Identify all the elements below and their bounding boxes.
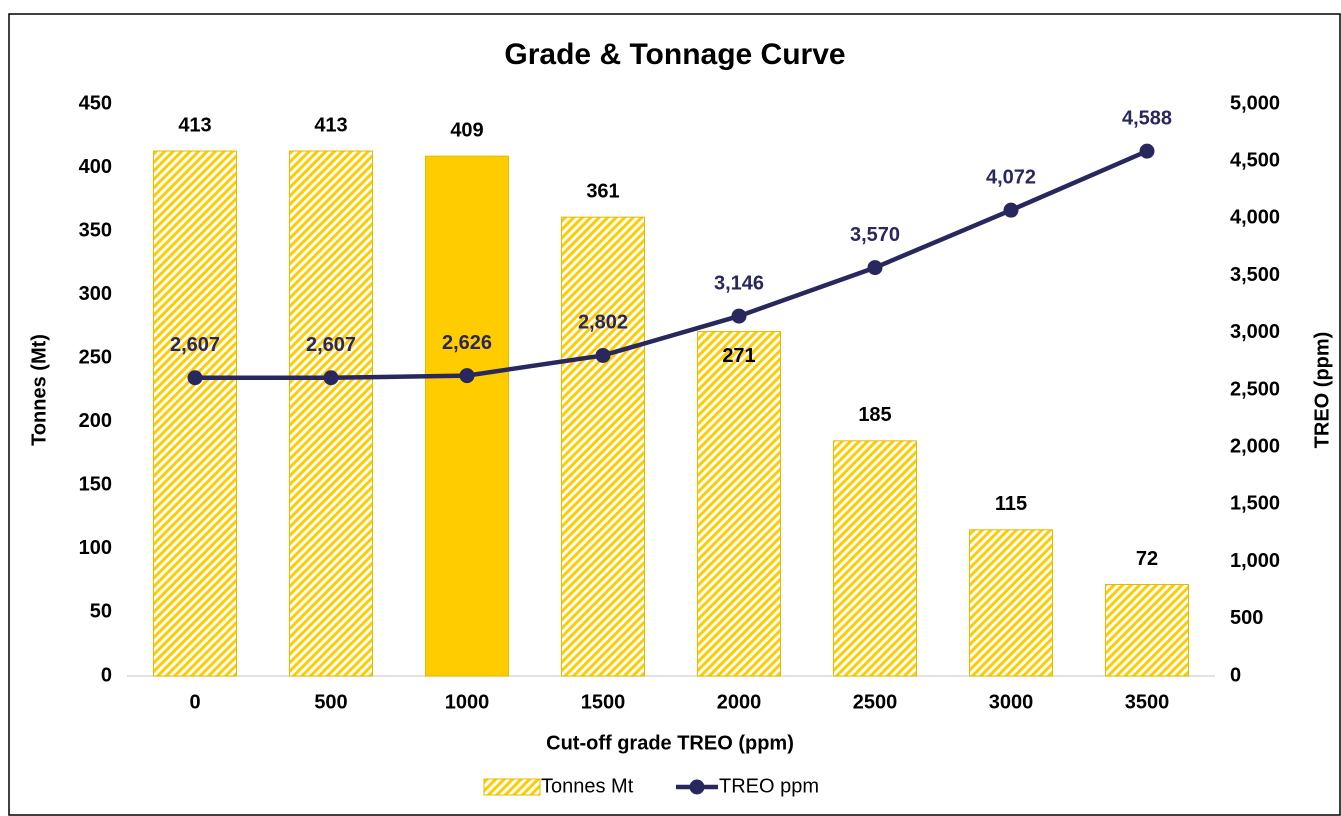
line-marker	[867, 260, 883, 276]
y2-tick-label: 5,000	[1230, 92, 1280, 114]
bar-value-label: 271	[722, 345, 755, 367]
line-value-label: 2,626	[442, 332, 492, 354]
y2-tick-label: 1,000	[1230, 550, 1280, 572]
line-value-label: 4,072	[986, 166, 1036, 188]
y2-tick-label: 0	[1230, 664, 1241, 686]
y-axis-title: Tonnes (Mt)	[28, 334, 50, 446]
line-value-label: 2,802	[578, 312, 628, 334]
bar-value-label: 72	[1136, 548, 1158, 570]
x-tick-label: 3000	[989, 691, 1034, 713]
bar	[289, 150, 373, 677]
line-marker	[187, 370, 203, 386]
line-marker	[595, 347, 611, 363]
legend-marker	[689, 779, 705, 795]
bar	[697, 331, 781, 677]
bar-value-label: 185	[858, 404, 891, 426]
y2-tick-label: 2,500	[1230, 378, 1280, 400]
bar-value-label: 409	[450, 119, 483, 141]
line-value-label: 3,570	[850, 224, 900, 246]
y-tick-label: 0	[101, 664, 112, 686]
y-tick-label: 50	[90, 601, 112, 623]
y-tick-label: 450	[79, 92, 112, 114]
legend-label: TREO ppm	[719, 775, 819, 797]
x-tick-label: 1000	[445, 691, 490, 713]
legend-label: Tonnes Mt	[541, 775, 634, 797]
line-marker	[459, 368, 475, 384]
bar-value-label: 413	[314, 114, 347, 136]
y-tick-label: 200	[79, 410, 112, 432]
bar-value-label: 115	[995, 493, 1027, 515]
y-tick-label: 100	[79, 537, 112, 559]
legend-swatch	[483, 778, 541, 796]
y2-tick-label: 2,000	[1230, 435, 1280, 457]
line-marker	[323, 370, 339, 386]
bar	[833, 440, 917, 677]
line-marker	[731, 308, 747, 324]
y-tick-label: 300	[79, 283, 112, 305]
y2-tick-label: 3,000	[1230, 321, 1280, 343]
y2-tick-label: 3,500	[1230, 264, 1280, 286]
bar	[969, 529, 1053, 677]
x-tick-label: 1500	[581, 691, 626, 713]
y2-tick-label: 4,000	[1230, 207, 1280, 229]
y-tick-label: 400	[79, 156, 112, 178]
line-value-label: 2,607	[170, 334, 220, 356]
line-value-label: 4,588	[1122, 107, 1172, 129]
line-value-label: 3,146	[714, 272, 764, 294]
line	[195, 149, 1148, 381]
x-axis-title: Cut-off grade TREO (ppm)	[546, 732, 794, 754]
x-tick-label: 3500	[1125, 691, 1170, 713]
line-marker	[1003, 202, 1019, 218]
y-tick-label: 250	[79, 347, 112, 369]
y2-axis-title: TREO (ppm)	[1311, 332, 1333, 449]
y-tick-label: 150	[79, 474, 112, 496]
y2-tick-label: 4,500	[1230, 149, 1280, 171]
bar-value-label: 361	[586, 180, 619, 202]
x-tick-label: 0	[189, 691, 200, 713]
line-value-label: 2,607	[306, 334, 356, 356]
bar	[425, 155, 509, 677]
bar-value-label: 413	[178, 114, 211, 136]
x-tick-label: 2500	[853, 691, 898, 713]
bar	[1105, 583, 1189, 677]
line-marker	[1139, 143, 1155, 159]
bar	[561, 216, 645, 677]
y2-tick-label: 500	[1230, 607, 1263, 629]
y-tick-label: 350	[79, 219, 112, 241]
x-tick-label: 2000	[717, 691, 762, 713]
y2-tick-label: 1,500	[1230, 493, 1280, 515]
x-tick-label: 500	[314, 691, 347, 713]
bar	[153, 150, 237, 677]
chart-title: Grade & Tonnage Curve	[504, 38, 845, 71]
